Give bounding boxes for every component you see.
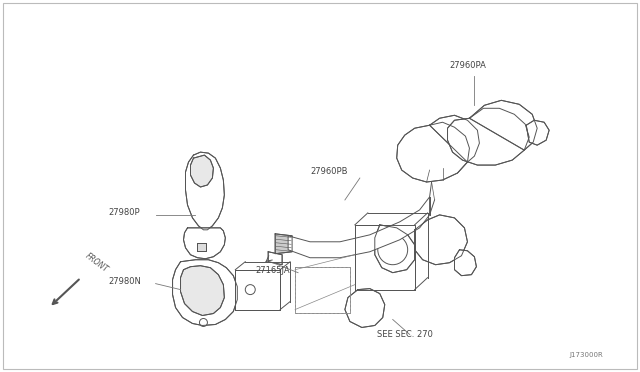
Circle shape [378,235,408,265]
Polygon shape [275,234,292,254]
Text: 27165JA: 27165JA [255,266,290,275]
Text: 27960PB: 27960PB [310,167,348,176]
Text: J173000R: J173000R [569,352,603,358]
Polygon shape [173,260,237,326]
Polygon shape [454,250,476,276]
Polygon shape [186,152,225,230]
Polygon shape [375,225,415,273]
Circle shape [245,285,255,295]
Polygon shape [415,215,467,265]
Polygon shape [345,289,385,327]
Polygon shape [469,100,537,150]
Polygon shape [526,120,549,145]
Polygon shape [180,266,225,315]
Polygon shape [355,225,415,290]
Polygon shape [268,252,282,265]
Circle shape [200,318,207,327]
Polygon shape [397,122,469,182]
Polygon shape [236,270,280,310]
Polygon shape [184,228,225,259]
Polygon shape [447,108,529,165]
Text: 27980P: 27980P [109,208,140,217]
Text: SEE SEC. 270: SEE SEC. 270 [377,330,433,339]
Polygon shape [198,243,207,251]
Polygon shape [191,155,213,187]
Polygon shape [288,197,429,258]
Text: 27980N: 27980N [109,277,141,286]
Text: FRONT: FRONT [84,252,110,275]
Text: 27960PA: 27960PA [449,61,486,70]
Polygon shape [429,115,479,162]
